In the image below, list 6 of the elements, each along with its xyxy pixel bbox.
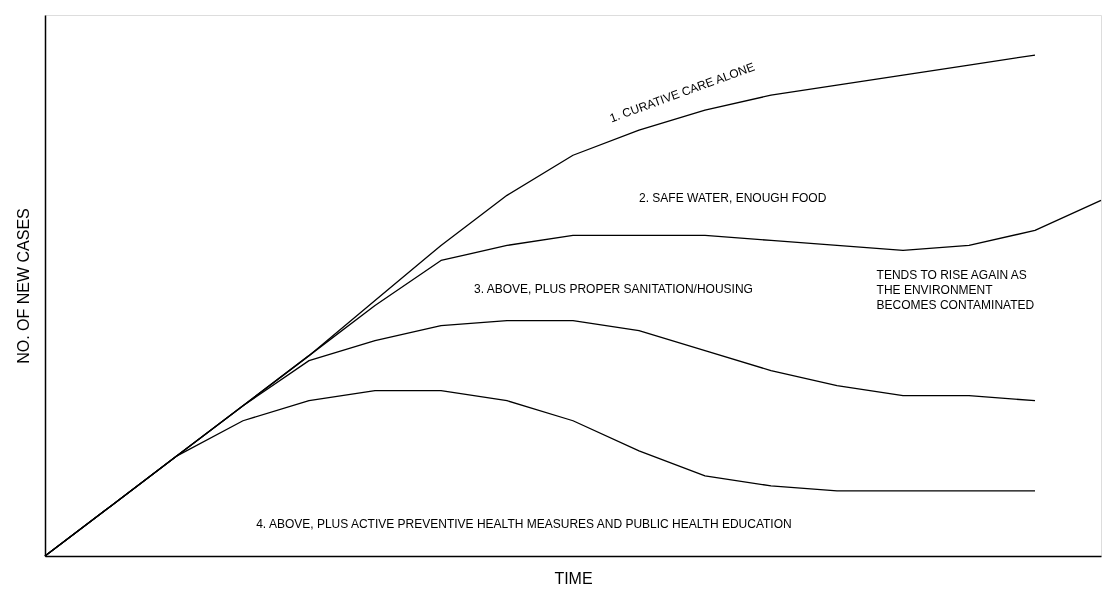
y-axis-title: NO. OF NEW CASES bbox=[14, 208, 32, 364]
text: 2. SAFE WATER, ENOUGH FOOD bbox=[639, 191, 827, 206]
text: 4. ABOVE, PLUS ACTIVE PREVENTIVE HEALTH MEASURES AND PUBLIC HEALTH EDUCATION bbox=[256, 516, 792, 531]
x-axis-title: TIME bbox=[554, 569, 593, 587]
annotation: TENDS TO RISE AGAIN AS THE ENVIRONMENT BECOMES CONTAMINATED bbox=[876, 268, 1035, 313]
text: 3. ABOVE, PLUS PROPER SANITATION/HOUSING bbox=[474, 281, 753, 296]
